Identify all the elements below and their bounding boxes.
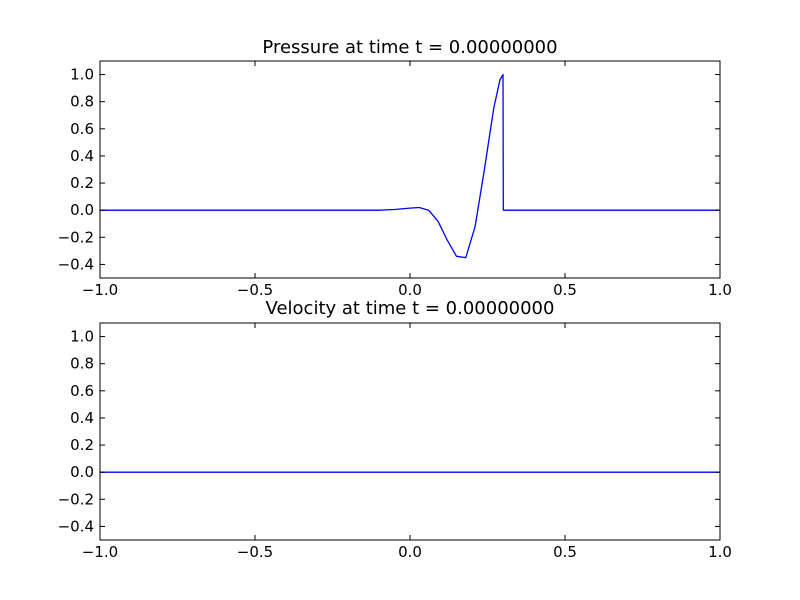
velocity-xtick-label: −1.0 xyxy=(82,543,118,561)
pressure-ytick-label: 0.8 xyxy=(70,93,94,111)
velocity-ytick-label: 0.4 xyxy=(70,409,94,427)
velocity-title: Velocity at time t = 0.00000000 xyxy=(266,298,555,319)
pressure-line xyxy=(100,73,720,259)
pressure-xtick-label: 0.0 xyxy=(398,281,422,299)
velocity-ytick-label: −0.4 xyxy=(58,517,94,535)
pressure-ytick-label: 0.6 xyxy=(70,120,94,138)
velocity-ytick-label: 0.2 xyxy=(70,436,94,454)
pressure-ytick-label: 0.2 xyxy=(70,174,94,192)
velocity-ytick-label: 0.8 xyxy=(70,355,94,373)
pressure-panel: Pressure at time t = 0.00000000 −1.0 −0.5 0… xyxy=(58,37,732,299)
velocity-ytick-label: 0.6 xyxy=(70,382,94,400)
pressure-xtick-label: −0.5 xyxy=(237,281,273,299)
pressure-xtick-label: 1.0 xyxy=(708,281,732,299)
velocity-ytick-label: −0.2 xyxy=(58,490,94,508)
pressure-ytick-label: 0.4 xyxy=(70,147,94,165)
pressure-ytick-label: 0.0 xyxy=(70,201,94,219)
pressure-ytick-label: −0.4 xyxy=(58,255,94,273)
velocity-xtick-label: 0.5 xyxy=(553,543,577,561)
pressure-xtick-label: 0.5 xyxy=(553,281,577,299)
pressure-title: Pressure at time t = 0.00000000 xyxy=(262,37,557,58)
velocity-ytick-label: 0.0 xyxy=(70,463,94,481)
velocity-xtick-label: 1.0 xyxy=(708,543,732,561)
velocity-ytick-label: 1.0 xyxy=(70,328,94,346)
velocity-xtick-label: 0.0 xyxy=(398,543,422,561)
pressure-ytick-label: 1.0 xyxy=(70,66,94,84)
velocity-xtick-label: −0.5 xyxy=(237,543,273,561)
velocity-panel: Velocity at time t = 0.00000000 −1.0 −0.5 0… xyxy=(58,298,732,561)
pressure-xtick-label: −1.0 xyxy=(82,281,118,299)
pressure-ytick-label: −0.2 xyxy=(58,228,94,246)
